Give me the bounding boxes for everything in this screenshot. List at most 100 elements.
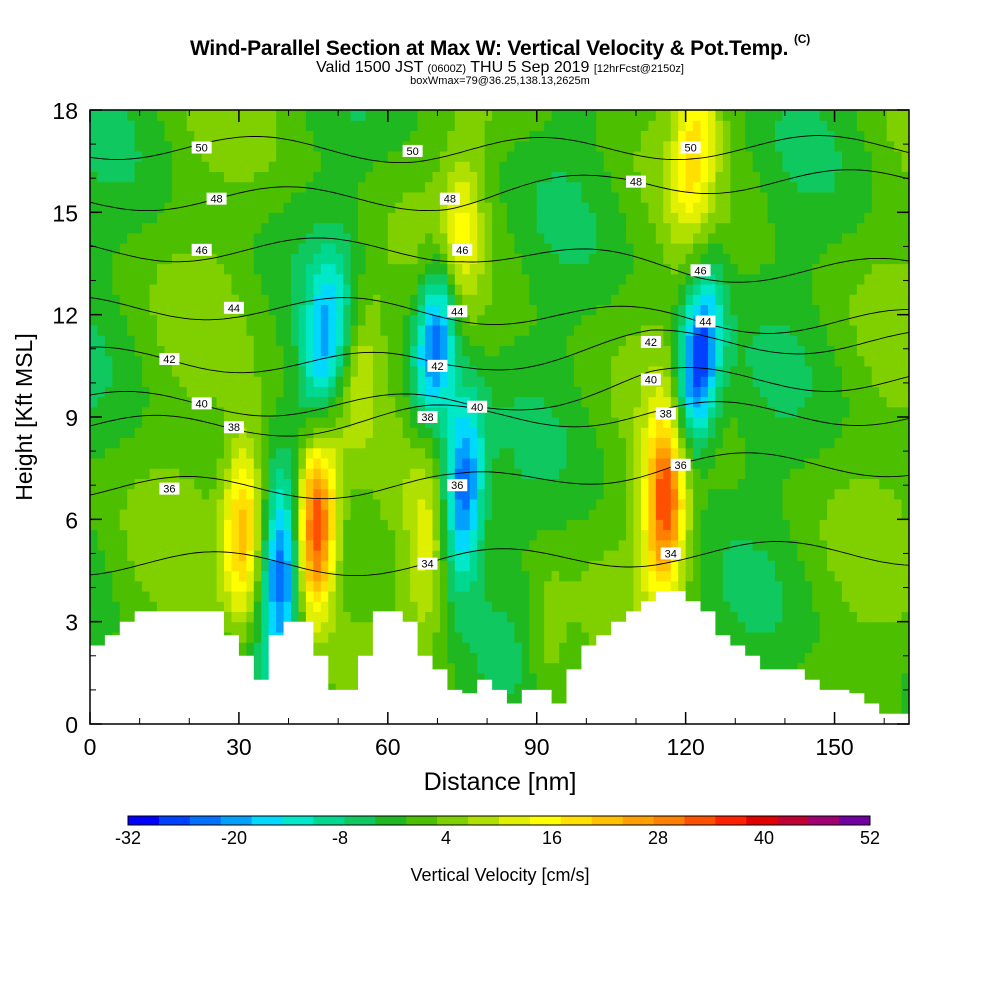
velocity-cell <box>291 570 300 582</box>
velocity-cell <box>618 294 627 306</box>
velocity-cell <box>298 417 307 428</box>
velocity-cell <box>611 355 620 367</box>
velocity-cell <box>157 560 166 572</box>
velocity-cell <box>90 457 99 469</box>
velocity-cell <box>238 294 247 306</box>
velocity-cell <box>425 519 434 531</box>
velocity-cell <box>276 243 285 254</box>
velocity-cell <box>313 560 322 572</box>
velocity-cell <box>104 140 113 152</box>
velocity-cell <box>127 294 136 306</box>
velocity-cell <box>566 191 575 203</box>
velocity-cell <box>179 478 188 490</box>
velocity-cell <box>603 498 612 510</box>
velocity-cell <box>648 120 657 132</box>
velocity-cell <box>432 427 441 439</box>
velocity-cell <box>216 509 225 520</box>
velocity-cell <box>588 570 597 582</box>
velocity-cell <box>328 519 337 531</box>
velocity-cell <box>469 345 478 357</box>
velocity-cell <box>678 478 687 490</box>
velocity-cell <box>499 447 508 459</box>
velocity-cell <box>477 140 486 152</box>
velocity-cell <box>447 611 456 623</box>
velocity-cell <box>417 631 426 643</box>
velocity-cell <box>402 345 411 357</box>
velocity-cell <box>90 498 99 510</box>
velocity-cell <box>365 642 374 653</box>
velocity-cell <box>380 150 389 162</box>
velocity-cell <box>402 253 411 265</box>
velocity-cell <box>640 140 650 152</box>
velocity-cell <box>194 457 203 469</box>
velocity-cell <box>640 447 650 459</box>
velocity-cell <box>216 468 225 479</box>
velocity-cell <box>410 161 419 172</box>
velocity-cell <box>201 253 210 265</box>
velocity-cell <box>566 120 575 132</box>
velocity-cell <box>387 294 396 306</box>
velocity-cell <box>350 355 359 367</box>
velocity-cell <box>544 212 553 224</box>
velocity-cell <box>216 560 225 572</box>
velocity-cell <box>305 150 314 162</box>
velocity-cell <box>410 376 419 387</box>
velocity-cell <box>551 468 560 479</box>
velocity-cell <box>149 150 158 162</box>
velocity-cell <box>372 498 381 510</box>
velocity-cell <box>700 498 709 510</box>
velocity-cell <box>685 488 694 500</box>
velocity-cell <box>462 345 471 357</box>
velocity-cell <box>179 314 188 326</box>
velocity-cell <box>566 324 575 336</box>
velocity-cell <box>462 498 471 510</box>
velocity-cell <box>484 427 493 439</box>
velocity-cell <box>298 171 307 183</box>
velocity-cell <box>320 150 329 162</box>
velocity-cell <box>261 130 270 142</box>
velocity-cell <box>432 130 441 142</box>
velocity-cell <box>678 202 687 213</box>
velocity-cell <box>119 457 128 469</box>
velocity-cell <box>276 110 285 121</box>
velocity-cell <box>581 253 590 265</box>
velocity-cell <box>261 140 270 152</box>
velocity-cell <box>536 150 545 162</box>
velocity-cell <box>559 590 568 602</box>
velocity-cell <box>462 273 471 285</box>
velocity-cell <box>410 324 419 336</box>
velocity-cell <box>514 222 523 234</box>
velocity-cell <box>536 611 545 623</box>
velocity-cell <box>663 314 672 326</box>
velocity-cell <box>276 202 285 213</box>
velocity-cell <box>97 161 106 172</box>
velocity-cell <box>551 130 560 142</box>
velocity-cell <box>253 631 262 643</box>
velocity-cell <box>425 181 434 193</box>
velocity-cell <box>350 611 359 623</box>
velocity-cell <box>439 652 448 664</box>
velocity-cell <box>320 140 329 152</box>
velocity-cell <box>655 529 664 541</box>
velocity-cell <box>350 365 359 377</box>
velocity-cell <box>157 283 166 295</box>
velocity-cell <box>581 161 590 172</box>
velocity-cell <box>499 509 508 520</box>
velocity-cell <box>372 222 381 234</box>
velocity-cell <box>335 150 344 162</box>
velocity-cell <box>186 150 195 162</box>
velocity-cell <box>402 468 411 479</box>
velocity-cell <box>693 120 702 132</box>
velocity-cell <box>335 672 344 684</box>
velocity-cell <box>186 335 195 346</box>
velocity-cell <box>685 161 694 172</box>
velocity-cell <box>90 621 99 633</box>
velocity-cell <box>142 263 151 275</box>
velocity-cell <box>387 488 396 500</box>
velocity-cell <box>514 365 523 377</box>
velocity-cell <box>328 130 337 142</box>
velocity-cell <box>305 304 314 316</box>
velocity-cell <box>112 478 121 490</box>
velocity-cell <box>559 560 568 572</box>
velocity-cell <box>603 355 612 367</box>
